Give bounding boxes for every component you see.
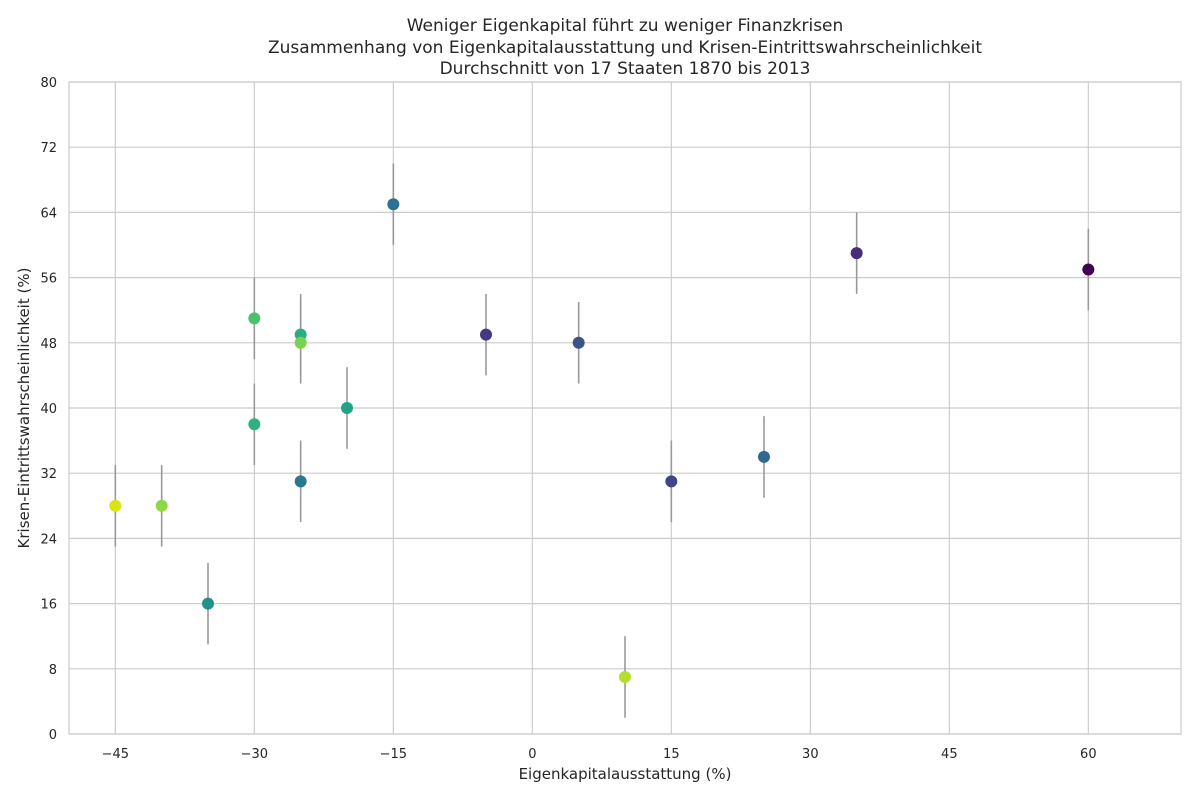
x-tick-label: 60 — [1080, 747, 1097, 762]
data-point — [341, 402, 353, 414]
x-tick-label: 45 — [941, 747, 958, 762]
x-tick-label: −45 — [102, 747, 129, 762]
x-tick-label: −30 — [241, 747, 268, 762]
data-points — [109, 198, 1095, 683]
data-point — [758, 450, 770, 463]
data-point — [294, 336, 307, 349]
y-axis-label: Krisen-Eintrittswahrscheinlichkeit (%) — [15, 268, 33, 549]
y-tick-label: 64 — [40, 206, 57, 221]
plot-frame — [68, 81, 1182, 735]
x-axis-ticks: −45 −30 −15 0 15 30 45 60 — [102, 747, 1097, 762]
y-tick-label: 0 — [49, 728, 57, 743]
data-point — [1082, 263, 1095, 276]
y-tick-label: 48 — [40, 337, 57, 352]
data-point — [248, 312, 261, 325]
data-point — [202, 597, 214, 610]
data-point — [387, 198, 400, 211]
y-tick-label: 8 — [49, 663, 57, 678]
data-point — [619, 670, 631, 683]
y-tick-label: 56 — [40, 272, 57, 287]
data-point — [480, 328, 492, 341]
error-bars — [114, 163, 1090, 718]
x-tick-label: −15 — [380, 747, 407, 762]
y-tick-label: 40 — [40, 402, 57, 417]
y-axis-ticks: 0 8 16 24 32 40 48 56 64 72 80 — [40, 76, 57, 743]
y-tick-label: 72 — [40, 141, 57, 156]
data-point — [248, 418, 261, 431]
data-point — [155, 499, 168, 512]
x-tick-label: 30 — [802, 747, 819, 762]
data-point — [109, 499, 122, 512]
x-axis-label: Eigenkapitalausstattung (%) — [519, 765, 732, 783]
chart-title-line-2: Zusammenhang von Eigenkapitalausstattung… — [268, 38, 982, 58]
chart-title-line-1: Weniger Eigenkapital führt zu weniger Fi… — [407, 16, 844, 36]
grid — [69, 81, 1181, 735]
chart-title-line-3: Durchschnitt von 17 Staaten 1870 bis 201… — [440, 59, 811, 79]
x-tick-label: 0 — [528, 747, 536, 762]
y-tick-label: 32 — [40, 467, 57, 482]
y-tick-label: 16 — [40, 598, 57, 613]
x-tick-label: 15 — [663, 747, 680, 762]
data-point — [850, 247, 863, 260]
data-point — [572, 336, 585, 349]
data-point — [665, 475, 678, 488]
y-tick-label: 24 — [40, 532, 57, 547]
y-tick-label: 80 — [40, 76, 57, 91]
data-point — [294, 475, 307, 488]
